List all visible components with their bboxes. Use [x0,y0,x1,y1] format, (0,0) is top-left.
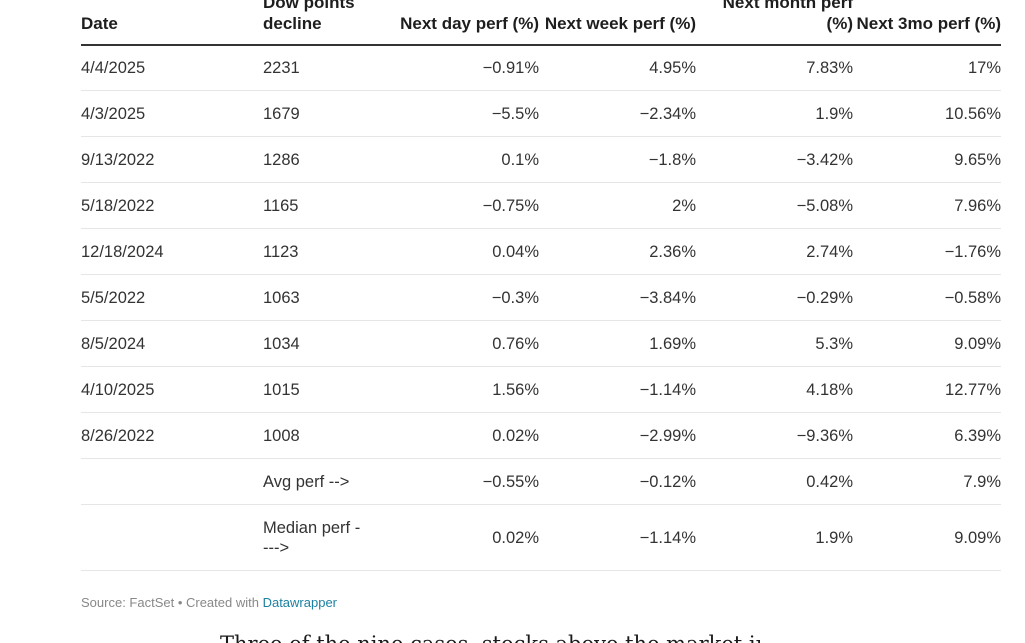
cell-date: 9/13/2022 [81,136,263,183]
datawrapper-link[interactable]: Datawrapper [262,595,338,610]
table-row-median: Median perf ----> 0.02% −1.14% 1.9% 9.09… [81,504,1001,571]
cell-next-week: 2.36% [539,228,696,275]
table-row: 4/4/2025 2231 −0.91% 4.95% 7.83% 17% [81,45,1001,91]
cell-next-month: 5.3% [696,320,853,367]
cell-points: 1123 [263,228,383,275]
table-row: 8/26/2022 1008 0.02% −2.99% −9.36% 6.39% [81,412,1001,459]
cell-next-month: −0.29% [696,274,853,321]
cell-next-month: 4.18% [696,366,853,413]
cell-next-week: −2.34% [539,90,696,137]
cell-next-day: 0.02% [383,412,539,459]
table-header-row: Date Dow points decline Next day perf (%… [81,0,1001,46]
cell-next-3mo: 17% [853,45,1001,91]
cell-points: 2231 [263,45,383,91]
table-row: 5/5/2022 1063 −0.3% −3.84% −0.29% −0.58% [81,274,1001,321]
source-note: Source: FactSet • Created with Datawrapp… [81,595,337,611]
cell-next-3mo: 9.09% [853,320,1001,367]
source-text: Source: FactSet • Created with [81,595,263,610]
cell-next-month: 0.42% [696,458,853,505]
cell-points: 1063 [263,274,383,321]
table-row: 12/18/2024 1123 0.04% 2.36% 2.74% −1.76% [81,228,1001,275]
cell-next-day: 0.1% [383,136,539,183]
cell-next-month: 1.9% [696,90,853,137]
cell-date [81,458,263,505]
cell-points: 1008 [263,412,383,459]
cell-next-week: −1.14% [539,366,696,413]
cell-next-day: −0.55% [383,458,539,505]
header-next-day[interactable]: Next day perf (%) [383,0,539,46]
cell-next-3mo: 6.39% [853,412,1001,459]
article-text-partial: Three of the nine cases, stocks above th… [220,632,760,643]
cell-next-week: 1.69% [539,320,696,367]
cell-next-week: −0.12% [539,458,696,505]
cell-next-day: −5.5% [383,90,539,137]
header-next-3mo[interactable]: Next 3mo perf (%) [853,0,1001,46]
cell-next-month: 2.74% [696,228,853,275]
cell-date: 4/10/2025 [81,366,263,413]
header-next-week[interactable]: Next week perf (%) [539,0,696,46]
cell-next-day: −0.75% [383,182,539,229]
cell-date: 8/26/2022 [81,412,263,459]
cell-next-day: 0.02% [383,504,539,571]
cell-next-week: 2% [539,182,696,229]
table-row: 5/18/2022 1165 −0.75% 2% −5.08% 7.96% [81,182,1001,229]
cell-next-week: −2.99% [539,412,696,459]
table-row: 4/3/2025 1679 −5.5% −2.34% 1.9% 10.56% [81,90,1001,137]
header-next-month[interactable]: Next month perf (%) [696,0,853,46]
cell-next-3mo: 12.77% [853,366,1001,413]
table-row: 9/13/2022 1286 0.1% −1.8% −3.42% 9.65% [81,136,1001,183]
cell-date [81,504,263,571]
cell-next-month: −3.42% [696,136,853,183]
cell-points: 1165 [263,182,383,229]
header-points[interactable]: Dow points decline [263,0,383,46]
cell-date: 5/5/2022 [81,274,263,321]
cell-next-month: 1.9% [696,504,853,571]
cell-points: 1034 [263,320,383,367]
cell-next-month: −9.36% [696,412,853,459]
cell-next-week: −1.14% [539,504,696,571]
cell-next-month: −5.08% [696,182,853,229]
cell-next-3mo: −1.76% [853,228,1001,275]
cell-points: 1286 [263,136,383,183]
cell-next-3mo: 9.65% [853,136,1001,183]
cell-next-week: −1.8% [539,136,696,183]
cell-next-week: −3.84% [539,274,696,321]
cell-next-3mo: 7.96% [853,182,1001,229]
cell-points: 1679 [263,90,383,137]
table-row: 4/10/2025 1015 1.56% −1.14% 4.18% 12.77% [81,366,1001,413]
table-row-average: Avg perf --> −0.55% −0.12% 0.42% 7.9% [81,458,1001,505]
cell-points: 1015 [263,366,383,413]
cell-next-day: −0.91% [383,45,539,91]
cell-next-day: 0.76% [383,320,539,367]
cell-points: Avg perf --> [263,458,383,505]
cell-next-day: 0.04% [383,228,539,275]
header-date[interactable]: Date [81,0,263,46]
cell-date: 5/18/2022 [81,182,263,229]
cell-next-day: 1.56% [383,366,539,413]
cell-next-day: −0.3% [383,274,539,321]
performance-table-container: Date Dow points decline Next day perf (%… [81,0,1001,571]
cell-next-week: 4.95% [539,45,696,91]
cell-date: 8/5/2024 [81,320,263,367]
cell-next-3mo: 9.09% [853,504,1001,571]
performance-table: Date Dow points decline Next day perf (%… [81,0,1001,571]
cell-next-3mo: −0.58% [853,274,1001,321]
cell-points: Median perf ----> [263,504,383,571]
cell-next-month: 7.83% [696,45,853,91]
cell-next-3mo: 10.56% [853,90,1001,137]
cell-next-3mo: 7.9% [853,458,1001,505]
cell-date: 12/18/2024 [81,228,263,275]
table-row: 8/5/2024 1034 0.76% 1.69% 5.3% 9.09% [81,320,1001,367]
cell-date: 4/3/2025 [81,90,263,137]
cell-date: 4/4/2025 [81,45,263,91]
